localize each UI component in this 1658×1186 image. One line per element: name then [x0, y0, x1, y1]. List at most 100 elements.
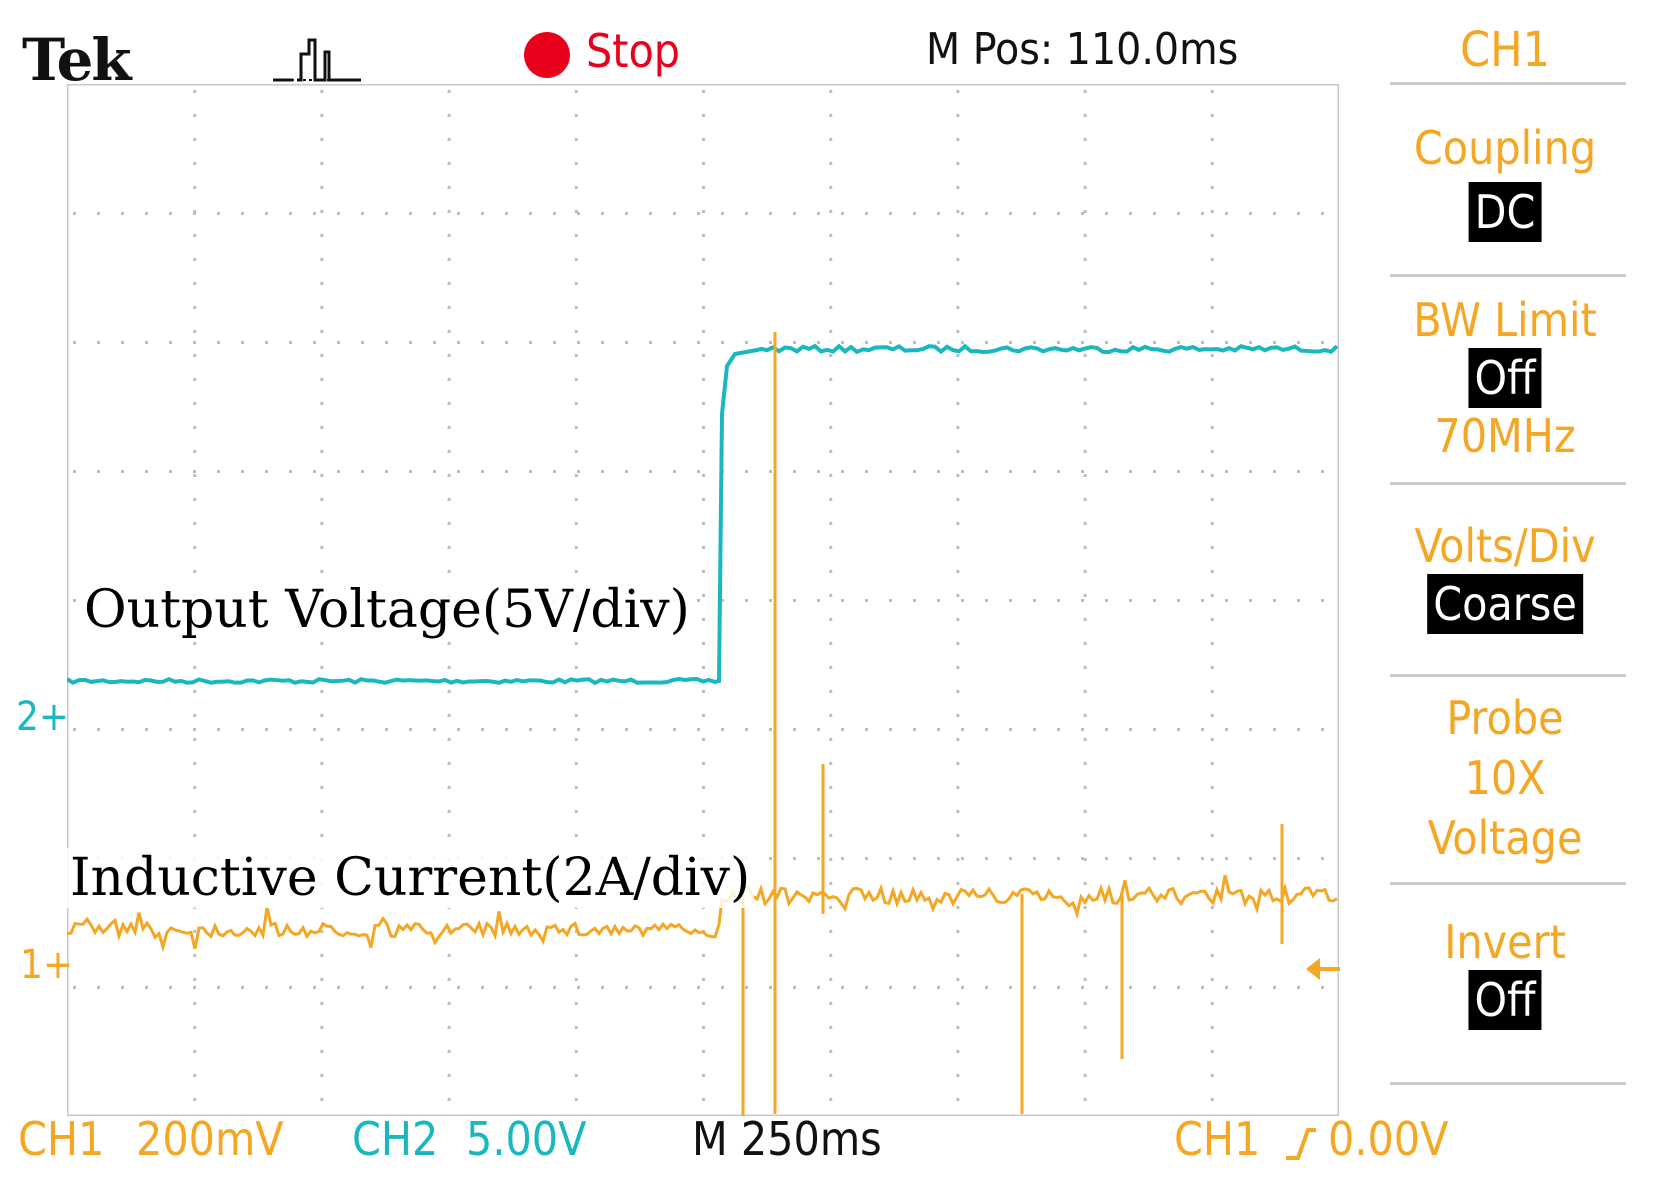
- grid-dot: [447, 258, 451, 261]
- grid-dot: [1009, 986, 1012, 989]
- grid-dot: [320, 978, 324, 981]
- grid-dot: [769, 599, 772, 602]
- grid-dot: [1321, 728, 1324, 731]
- grid-dot: [913, 470, 916, 473]
- grid-dot: [169, 470, 172, 473]
- grid-dot: [793, 599, 796, 602]
- grid-dot: [193, 930, 197, 933]
- grid-dot: [409, 341, 412, 344]
- grid-dot: [1083, 954, 1087, 957]
- grid-dot: [577, 986, 580, 989]
- grid-dot: [1009, 212, 1012, 215]
- grid-dot: [457, 341, 460, 344]
- grid-dot: [1210, 690, 1214, 693]
- grid-dot: [481, 470, 484, 473]
- grid-dot: [574, 306, 578, 309]
- trigger-source: CH1: [1174, 1112, 1261, 1166]
- grid-dot: [1083, 1026, 1087, 1029]
- grid-dot: [320, 402, 324, 405]
- grid-dot: [320, 138, 324, 141]
- grid-dot: [447, 426, 451, 429]
- grid-dot: [1009, 470, 1012, 473]
- grid-dot: [574, 474, 578, 477]
- grid-dot: [1083, 642, 1087, 645]
- grid-dot: [1210, 210, 1214, 213]
- grid-dot: [1083, 522, 1087, 525]
- grid-dot: [829, 546, 833, 549]
- grid-dot: [961, 857, 964, 860]
- horizontal-position-readout: M Pos: 110.0ms: [926, 24, 1239, 75]
- grid-dot: [574, 234, 578, 237]
- grid-dot: [829, 738, 833, 741]
- grid-dot: [289, 986, 292, 989]
- divider: [1390, 882, 1626, 885]
- grid-dot: [1177, 728, 1180, 731]
- grid-dot: [447, 522, 451, 525]
- grid-dot: [956, 1026, 960, 1029]
- grid-dot: [1201, 341, 1204, 344]
- grid-dot: [320, 210, 324, 213]
- ch2-ground-marker[interactable]: 2+: [16, 694, 70, 740]
- grid-dot: [193, 762, 197, 765]
- grid-dot: [1033, 986, 1036, 989]
- grid-dot: [829, 810, 833, 813]
- grid-dot: [313, 470, 316, 473]
- grid-dot: [702, 234, 705, 237]
- grid-dot: [121, 470, 124, 473]
- grid-dot: [193, 714, 197, 717]
- grid-dot: [889, 341, 892, 344]
- grid-dot: [829, 618, 833, 621]
- grid-dot: [289, 728, 292, 731]
- grid-dot: [1009, 857, 1012, 860]
- grid-dot: [1273, 341, 1276, 344]
- grid-dot: [1033, 470, 1036, 473]
- grid-dot: [721, 599, 724, 602]
- grid-dot: [1081, 341, 1084, 344]
- grid-dot: [193, 450, 197, 453]
- grid-dot: [1210, 474, 1214, 477]
- grid-dot: [702, 594, 705, 597]
- grid-dot: [702, 570, 705, 573]
- grid-dot: [702, 738, 705, 741]
- grid-dot: [320, 834, 324, 837]
- grid-dot: [829, 666, 833, 669]
- ch2-label: CH2: [352, 1112, 439, 1166]
- grid-dot: [385, 212, 388, 215]
- grid-dot: [1083, 282, 1087, 285]
- grid-dot: [97, 986, 100, 989]
- grid-dot: [702, 786, 705, 789]
- grid-dot: [829, 426, 833, 429]
- grid-dot: [702, 666, 705, 669]
- ch1-ground-marker[interactable]: 1+: [20, 942, 74, 988]
- grid-dot: [1129, 599, 1132, 602]
- grid-dot: [956, 810, 960, 813]
- acquisition-status[interactable]: Stop: [586, 24, 681, 78]
- bw-limit-value: Off: [1468, 348, 1542, 408]
- grid-dot: [361, 986, 364, 989]
- grid-dot: [841, 599, 844, 602]
- grid-dot: [956, 594, 960, 597]
- grid-dot: [1210, 1074, 1214, 1077]
- grid-dot: [913, 212, 916, 215]
- grid-dot: [841, 728, 844, 731]
- grid-dot: [361, 341, 364, 344]
- grid-dot: [193, 354, 197, 357]
- grid-dot: [193, 666, 197, 669]
- grid-dot: [169, 212, 172, 215]
- grid-dot: [1105, 599, 1108, 602]
- grid-dot: [829, 690, 833, 693]
- grid-dot: [817, 341, 820, 344]
- stop-indicator-icon: [524, 32, 570, 78]
- grid-dot: [1225, 470, 1228, 473]
- grid-dot: [447, 282, 451, 285]
- grid-dot: [956, 930, 960, 933]
- grid-dot: [673, 728, 676, 731]
- grid-dot: [702, 810, 705, 813]
- grid-dot: [745, 470, 748, 473]
- grid-dot: [447, 114, 451, 117]
- grid-dot: [574, 90, 578, 93]
- grid-dot: [313, 986, 316, 989]
- grid-dot: [193, 786, 197, 789]
- grid-dot: [193, 1098, 197, 1101]
- grid-dot: [1321, 341, 1324, 344]
